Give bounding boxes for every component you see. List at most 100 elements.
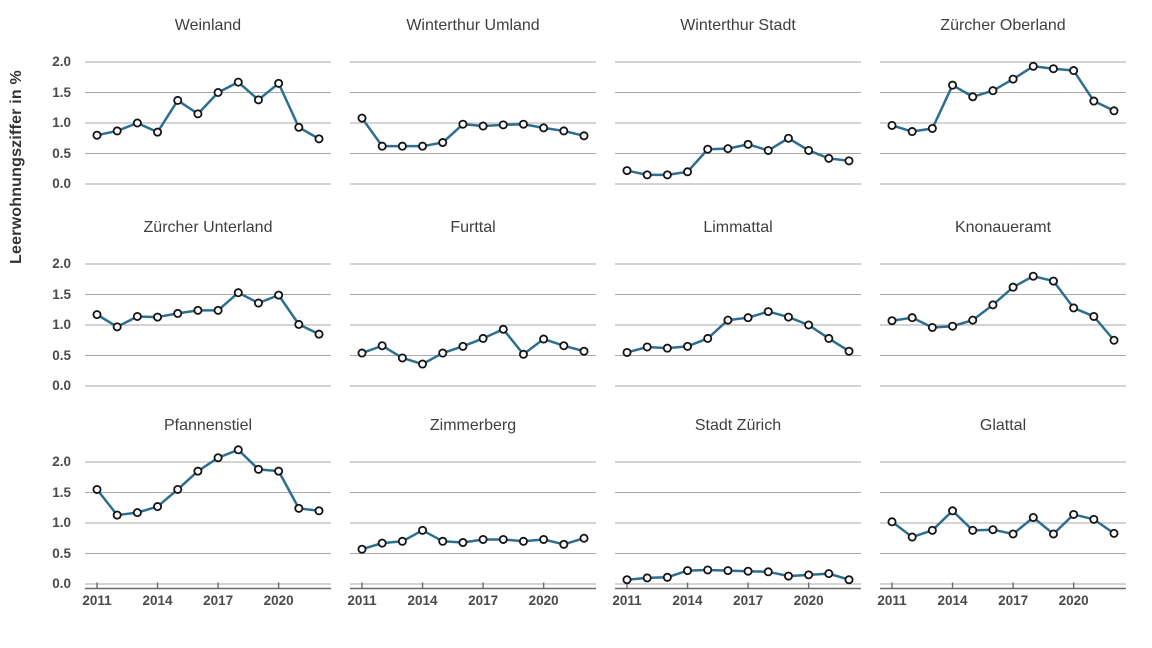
data-point-marker [968, 315, 978, 325]
data-point-marker [968, 525, 978, 535]
facet-plot [350, 61, 596, 185]
data-point-marker [418, 359, 428, 369]
data-line [890, 509, 1116, 539]
facet-plot: 2011 2014 2017 2020 [82, 445, 331, 608]
data-point-marker [539, 334, 549, 344]
data-point-marker [213, 88, 223, 98]
x-tick-label: 2017 [998, 593, 1028, 608]
facet-plot [615, 61, 861, 185]
x-tick-label: 2011 [877, 593, 907, 608]
y-tick-label: 1.0 [52, 115, 71, 130]
data-point-marker [357, 113, 367, 123]
data-point-marker [723, 566, 733, 576]
data-point-marker [887, 316, 897, 326]
y-tick-label: 2.0 [52, 54, 71, 69]
data-point-marker [193, 109, 203, 119]
data-point-marker [703, 144, 713, 154]
data-point-marker [887, 517, 897, 527]
x-tick-label: 2020 [529, 593, 559, 608]
y-axis-ticks-row-2: 2.0 1.5 1.0 0.5 0.0 [45, 246, 77, 396]
data-point-marker [844, 156, 854, 166]
facet-title: Zürcher Oberland [940, 17, 1066, 34]
facet-plot [85, 263, 331, 387]
facet-row-3: 2.0 1.5 1.0 0.5 0.0 Pfannenstiel 2011 2014 201… [52, 408, 1145, 628]
data-point-marker [927, 322, 937, 332]
x-tick-label: 2020 [264, 593, 294, 608]
data-point-marker [274, 466, 284, 476]
y-axis-title: Leerwohnungsziffer in % [8, 70, 25, 264]
data-line [890, 274, 1116, 342]
data-point-marker [743, 566, 753, 576]
facet-plot: 2011 2014 2017 2020 [877, 461, 1126, 608]
x-tick-label: 2014 [143, 593, 174, 608]
x-tick-label: 2020 [1059, 593, 1089, 608]
facet-plot [350, 263, 596, 387]
data-point-marker [683, 566, 693, 576]
data-point-marker [804, 320, 814, 330]
data-point-marker [153, 502, 163, 512]
data-point-marker [743, 313, 753, 323]
data-point-marker [438, 138, 448, 148]
data-point-marker [988, 86, 998, 96]
data-point-marker [662, 572, 672, 582]
data-point-marker [397, 353, 407, 363]
data-point-marker [498, 120, 508, 130]
data-point-marker [233, 77, 243, 87]
data-point-marker [153, 312, 163, 322]
facet-title: Pfannenstiel [163, 417, 253, 434]
data-point-marker [1089, 96, 1099, 106]
data-point-marker [173, 308, 183, 318]
facet-row-2: 2.0 1.5 1.0 0.5 0.0 Zürcher Unterland Furtta… [52, 210, 1145, 430]
data-point-marker [703, 565, 713, 575]
data-point-marker [559, 539, 569, 549]
data-point-marker [314, 134, 324, 144]
x-tick-label: 2017 [203, 593, 233, 608]
y-tick-label: 1.5 [52, 484, 71, 500]
data-point-marker [92, 484, 102, 494]
data-point-marker [132, 508, 142, 518]
data-point-marker [478, 333, 488, 343]
data-point-marker [824, 153, 834, 163]
data-point-marker [642, 342, 652, 352]
data-point-marker [1028, 513, 1038, 523]
data-point-marker [397, 141, 407, 151]
y-tick-label: 1.5 [52, 286, 71, 302]
facet-zuercher-oberland: Zürcher Oberland [880, 8, 1126, 196]
facet-weinland: Weinland [85, 8, 331, 196]
data-line [625, 310, 851, 354]
data-point-marker [397, 536, 407, 546]
data-point-marker [622, 166, 632, 176]
data-point-marker [438, 536, 448, 546]
data-point-marker [948, 321, 958, 331]
data-point-marker [824, 333, 834, 343]
data-point-marker [458, 341, 468, 351]
data-point-marker [783, 312, 793, 322]
x-tick-label: 2011 [347, 593, 377, 608]
data-point-marker [683, 341, 693, 351]
data-point-marker [703, 333, 713, 343]
facet-limmattal: Limmattal [615, 210, 861, 398]
data-line [625, 137, 851, 177]
data-point-marker [988, 525, 998, 535]
facet-title: Winterthur Stadt [680, 17, 796, 34]
data-point-marker [253, 464, 263, 474]
facet-title: Furttal [450, 219, 496, 236]
facet-plot: 2011 2014 2017 2020 [347, 461, 596, 608]
data-point-marker [357, 348, 367, 358]
x-tick-label: 2011 [82, 593, 112, 608]
facet-title: Limmattal [703, 219, 773, 236]
data-point-marker [579, 533, 589, 543]
data-point-marker [763, 567, 773, 577]
data-point-marker [948, 506, 958, 516]
data-point-marker [357, 544, 367, 554]
data-point-marker [824, 569, 834, 579]
data-point-marker [478, 534, 488, 544]
y-tick-label: 0.5 [52, 347, 71, 363]
data-point-marker [294, 122, 304, 132]
facet-pfannenstiel: Pfannenstiel 2011 2014 2017 2020 [82, 408, 331, 622]
x-tick-label: 2017 [733, 593, 763, 608]
data-point-marker [968, 92, 978, 102]
y-tick-label: 0.0 [52, 576, 71, 591]
data-point-marker [438, 348, 448, 358]
